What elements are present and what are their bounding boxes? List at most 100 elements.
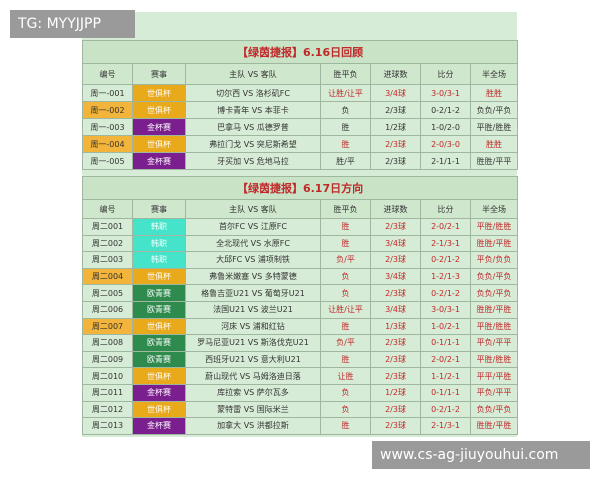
cell: 平负/平平 <box>469 383 519 402</box>
cell: 0-2/1-2 <box>420 251 471 269</box>
cell: 3/4球 <box>370 300 421 319</box>
cell: 负负/平负 <box>469 284 519 302</box>
table-row: 周一-005 金杯赛 牙买加 VS 危地马拉 胜/平 2/3球 2-1/1-1 胜胜/平平 <box>82 152 519 170</box>
cell: 负 <box>320 284 371 302</box>
cell: 1-0/2-1 <box>420 317 471 336</box>
cell: 金杯赛 <box>132 383 186 402</box>
cell: 2/3球 <box>370 251 421 269</box>
cell: 负/平 <box>320 251 371 269</box>
cell: 周二007 <box>82 317 133 336</box>
table-title: 【绿茵捷报】6.16日回顾 <box>81 40 519 64</box>
cell: 周二013 <box>82 417 133 435</box>
cell: 2-1/3-1 <box>420 417 471 435</box>
cell: 3/4球 <box>370 267 421 286</box>
cell: 周二008 <box>82 334 133 352</box>
cell: 周一-005 <box>82 152 133 170</box>
board: 【绿茵捷报】6.16日回顾 编号 赛事 主队 VS 客队 胜平负 进球数 比分 半全场 周一-0… <box>81 12 519 437</box>
cell: 周二002 <box>82 234 133 253</box>
cell: 胜胜/平胜 <box>469 417 519 435</box>
table-row: 周二001 韩职 首尔FC VS 江原FC 胜 2/3球 2-0/2-1 平胜/胜胜 <box>82 218 519 236</box>
cell: 让胜 <box>320 367 371 385</box>
header-cell: 进球数 <box>370 63 421 85</box>
header-cell: 进球数 <box>370 199 421 219</box>
title-row: 【绿茵捷报】6.16日回顾 <box>81 40 519 64</box>
cell: 世俱杯 <box>132 101 186 119</box>
cell: 欧青赛 <box>132 350 186 369</box>
cell: 周二011 <box>82 383 133 402</box>
table-row: 周二009 欧青赛 西班牙U21 VS 意大利U21 胜 2/3球 2-0/2-1 平胜/胜… <box>82 350 519 369</box>
cell: 负 <box>320 383 371 402</box>
cell: 2/3球 <box>370 101 421 119</box>
cell: 世俱杯 <box>132 135 186 153</box>
cell: 周一-004 <box>82 135 133 153</box>
table-block: 【绿茵捷报】6.16日回顾 编号 赛事 主队 VS 客队 胜平负 进球数 比分 半全场周一-0… <box>81 40 519 170</box>
table-row: 周二008 欧青赛 罗马尼亚U21 VS 斯洛伐克U21 负/平 2/3球 0-1/1-1… <box>82 334 519 352</box>
header-cell: 编号 <box>82 63 133 85</box>
header-cell: 主队 VS 客队 <box>185 63 321 85</box>
site-link: www.cs-ag-jiuyouhui.com <box>372 441 590 469</box>
cell: 2/3球 <box>370 135 421 153</box>
cell: 0-2/1-2 <box>420 400 471 419</box>
cell: 周二006 <box>82 300 133 319</box>
cell: 胜胜 <box>469 135 519 153</box>
cell: 巴拿马 VS 瓜德罗普 <box>185 118 321 136</box>
cell: 2/3球 <box>370 367 421 385</box>
header-cell: 赛事 <box>132 199 186 219</box>
cell: 平负/负负 <box>469 251 519 269</box>
cell: 3/4球 <box>370 234 421 253</box>
cell: 负负/平负 <box>469 101 519 119</box>
table-block: 【绿茵捷报】6.17日方向 编号 赛事 主队 VS 客队 胜平负 进球数 比分 半全场 周二00… <box>81 176 519 435</box>
cell: 2-0/2-1 <box>420 350 471 369</box>
cell: 周二010 <box>82 367 133 385</box>
table-row: 周二007 世俱杯 河床 VS 浦和红钻胜 1/3球 1-0/2-1 平胜/胜胜 <box>82 317 519 336</box>
cell: 西班牙U21 VS 意大利U21 <box>185 350 321 369</box>
cell: 胜/平 <box>320 152 371 170</box>
table: 【绿茵捷报】6.17日方向 编号 赛事 主队 VS 客队 胜平负 进球数 比分 半全场 周二00… <box>81 176 519 435</box>
cell: 周二009 <box>82 350 133 369</box>
cell: 负 <box>320 101 371 119</box>
cell: 胜胜/平平 <box>469 152 519 170</box>
table-row: 周二005 欧青赛 格鲁吉亚U21 VS 葡萄牙U21 负 2/3球 0-2/1-2 负负/… <box>82 284 519 302</box>
cell: 欧青赛 <box>132 300 186 319</box>
cell: 周一-002 <box>82 101 133 119</box>
cell: 库拉索 VS 萨尔瓦多 <box>185 383 321 402</box>
cell: 1-1/2-1 <box>420 367 471 385</box>
cell: 博卡青年 VS 本菲卡 <box>185 101 321 119</box>
cell: 弗鲁米嫩塞 VS 多特蒙德 <box>185 267 321 286</box>
header-cell: 编号 <box>82 199 133 219</box>
cell: 3/4球 <box>370 84 421 102</box>
header-cell: 半全场 <box>469 63 519 85</box>
cell: 欧青赛 <box>132 284 186 302</box>
table-row: 周二002 韩职 全北现代 VS 水原FC 胜 3/4球 2-1/3-1 胜胜/平胜 <box>82 234 519 253</box>
cell: 格鲁吉亚U21 VS 葡萄牙U21 <box>185 284 321 302</box>
header-row: 编号 赛事 主队 VS 客队 胜平负 进球数 比分 半全场 <box>82 63 519 85</box>
cell: 2-0/2-1 <box>420 218 471 236</box>
cell: 平胜/胜胜 <box>469 118 519 136</box>
table-row: 周二013 金杯赛 加拿大 VS 洪都拉斯胜 2/3球 2-1/3-1 胜胜/平胜 <box>82 417 519 435</box>
cell: 胜 <box>320 218 371 236</box>
cell: 2-1/3-1 <box>420 234 471 253</box>
cell: 3-0/3-1 <box>420 300 471 319</box>
table-row: 周一-004 世俱杯 弗拉门戈 VS 突尼斯希望胜 2/3球 2-0/3-0 胜胜 <box>82 135 519 153</box>
cell: 2/3球 <box>370 350 421 369</box>
cell: 河床 VS 浦和红钻 <box>185 317 321 336</box>
cell: 罗马尼亚U21 VS 斯洛伐克U21 <box>185 334 321 352</box>
header-cell: 胜平负 <box>320 199 371 219</box>
cell: 蒙特雷 VS 国际米兰 <box>185 400 321 419</box>
header-cell: 赛事 <box>132 63 186 85</box>
cell: 金杯赛 <box>132 118 186 136</box>
cell: 大邱FC VS 浦项制铁 <box>185 251 321 269</box>
cell: 2/3球 <box>370 417 421 435</box>
cell: 0-1/1-1 <box>420 383 471 402</box>
title-row: 【绿茵捷报】6.17日方向 <box>81 176 519 200</box>
header-cell: 半全场 <box>469 199 519 219</box>
header-row: 编号 赛事 主队 VS 客队 胜平负 进球数 比分 半全场 <box>82 199 519 219</box>
table-title: 【绿茵捷报】6.17日方向 <box>81 176 519 200</box>
cell: 全北现代 VS 水原FC <box>185 234 321 253</box>
cell: 世俱杯 <box>132 84 186 102</box>
cell: 首尔FC VS 江原FC <box>185 218 321 236</box>
cell: 胜胜/平胜 <box>469 234 519 253</box>
cell: 负 <box>320 400 371 419</box>
cell: 2-0/3-0 <box>420 135 471 153</box>
cell: 胜 <box>320 317 371 336</box>
